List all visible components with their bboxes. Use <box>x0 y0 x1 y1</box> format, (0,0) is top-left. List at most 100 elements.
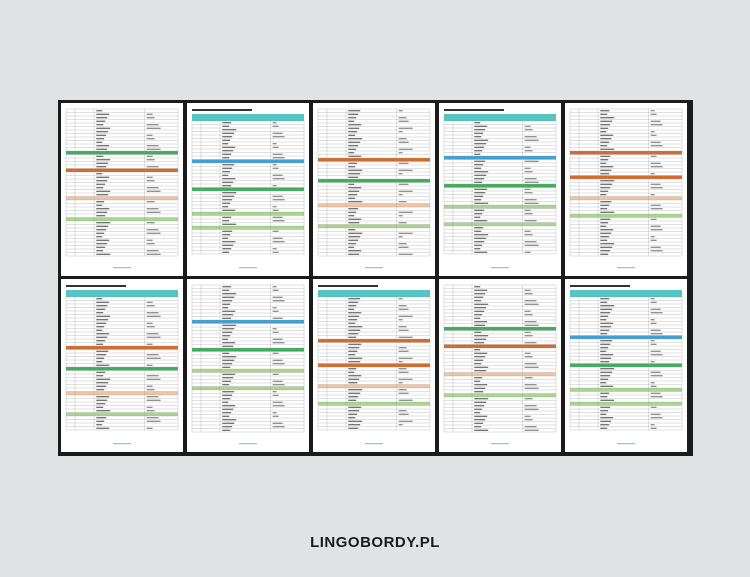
cell-scribble <box>524 356 533 358</box>
cell-scribble <box>348 399 357 401</box>
cell-scribble <box>650 204 661 206</box>
cell-scribble <box>348 239 359 241</box>
cell-scribble <box>600 201 612 203</box>
cell-scribble <box>222 335 231 337</box>
cell-scribble <box>524 387 539 389</box>
cell-scribble <box>524 192 533 194</box>
cell-scribble <box>474 352 488 354</box>
cell-scribble <box>474 192 486 194</box>
cell-scribble <box>524 324 539 326</box>
section-bar <box>66 196 178 200</box>
cell-scribble <box>348 190 360 192</box>
cell-scribble <box>348 350 358 352</box>
cell-scribble <box>96 333 110 335</box>
cell-scribble <box>348 131 358 133</box>
cell-scribble <box>524 405 537 407</box>
cell-scribble <box>600 368 615 370</box>
cell-scribble <box>146 301 153 303</box>
cell-scribble <box>348 127 360 129</box>
cell-scribble <box>474 227 484 229</box>
cell-scribble <box>222 314 234 316</box>
cell-scribble <box>600 375 611 377</box>
section-bar <box>444 327 556 331</box>
cell-scribble <box>650 312 663 314</box>
cell-scribble <box>524 139 539 141</box>
cell-scribble <box>474 234 489 236</box>
cell-scribble <box>650 134 657 136</box>
cell-scribble <box>272 122 277 124</box>
cell-scribble <box>222 380 232 382</box>
cell-scribble <box>474 230 482 232</box>
cell-scribble <box>474 412 481 414</box>
cell-scribble <box>650 333 663 335</box>
cell-scribble <box>146 117 155 119</box>
cell-scribble <box>96 340 106 342</box>
cell-scribble <box>474 380 481 382</box>
cell-scribble <box>222 345 234 347</box>
cell-scribble <box>474 429 489 431</box>
cell-scribble <box>272 251 279 253</box>
cell-scribble <box>222 394 233 396</box>
section-bar <box>318 384 430 388</box>
cell-scribble <box>600 246 613 248</box>
cell-scribble <box>398 389 407 391</box>
cell-scribble <box>272 286 277 288</box>
cell-scribble <box>146 364 153 366</box>
cell-scribble <box>348 301 359 303</box>
cell-scribble <box>146 211 161 213</box>
cell-scribble <box>272 300 285 302</box>
cell-scribble <box>272 412 277 414</box>
cell-scribble <box>146 190 161 192</box>
cell-scribble <box>348 113 359 115</box>
cell-scribble <box>272 384 285 386</box>
cell-scribble <box>398 162 409 164</box>
cell-scribble <box>146 333 159 335</box>
cell-scribble <box>474 391 484 393</box>
section-bar <box>318 339 430 343</box>
cell-scribble <box>146 417 159 419</box>
cell-scribble <box>146 305 155 307</box>
cell-scribble <box>348 197 356 199</box>
cell-scribble <box>398 368 407 370</box>
cell-scribble <box>96 336 108 338</box>
cell-scribble <box>348 194 358 196</box>
cell-scribble <box>600 340 613 342</box>
cell-scribble <box>650 145 663 147</box>
section-bar <box>444 184 556 188</box>
cell-scribble <box>348 329 361 331</box>
cell-scribble <box>600 424 610 426</box>
cell-scribble <box>146 187 159 189</box>
cell-scribble <box>524 234 533 236</box>
cell-scribble <box>222 422 235 424</box>
cell-scribble <box>222 136 233 138</box>
cell-scribble <box>146 166 159 168</box>
cell-scribble <box>474 143 487 145</box>
cell-scribble <box>348 124 362 126</box>
cell-scribble <box>600 354 614 356</box>
cell-scribble <box>474 251 488 253</box>
section-bar <box>318 363 430 367</box>
cell-scribble <box>524 415 531 417</box>
cell-scribble <box>96 382 109 384</box>
cell-scribble <box>96 117 108 119</box>
cell-scribble <box>222 293 237 295</box>
cell-scribble <box>650 382 655 384</box>
cell-scribble <box>600 134 614 136</box>
cell-scribble <box>348 152 355 154</box>
cell-scribble <box>348 322 356 324</box>
cell-scribble <box>474 167 482 169</box>
cell-scribble <box>398 236 403 238</box>
cell-scribble <box>524 335 533 337</box>
cell-scribble <box>272 391 277 393</box>
cell-scribble <box>600 232 612 234</box>
cell-scribble <box>474 300 482 302</box>
cell-scribble <box>650 208 663 210</box>
cell-scribble <box>222 426 233 428</box>
cell-scribble <box>474 426 482 428</box>
cell-scribble <box>474 296 484 298</box>
cell-scribble <box>474 237 487 239</box>
cell-scribble <box>146 315 161 317</box>
cell-scribble <box>272 216 283 218</box>
cell-scribble <box>348 347 360 349</box>
